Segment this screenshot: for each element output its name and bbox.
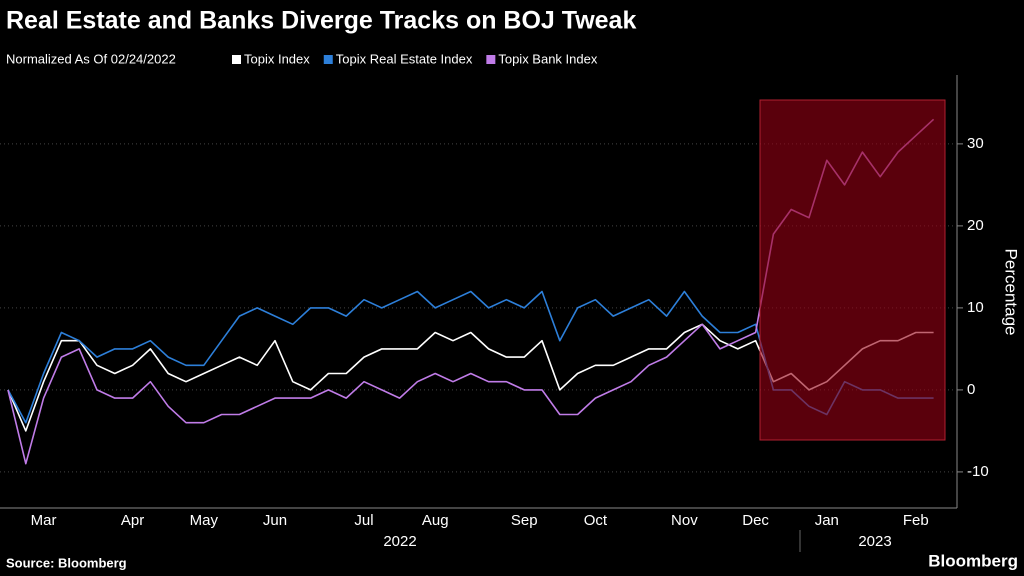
x-tick-label: Dec: [742, 512, 769, 529]
legend-label: Topix Bank Index: [498, 51, 598, 66]
grid: [0, 143, 963, 473]
source: Source: Bloomberg: [6, 555, 127, 570]
y-tick-label: 30: [967, 135, 984, 152]
y-tick-label: -10: [967, 463, 989, 480]
x-tick-label: May: [190, 512, 219, 529]
x-tick-label: Jul: [354, 512, 373, 529]
highlight-region: [759, 99, 946, 441]
year-label: 2022: [383, 533, 416, 550]
labels: -10 0 10 20 30 Mar Apr May Jun Jul Aug Sep Oct Nov Dec…: [31, 51, 989, 550]
x-tick-label: Aug: [422, 512, 449, 529]
legend-label: Topix Real Estate Index: [336, 51, 473, 66]
legend-label: Topix Index: [244, 51, 310, 66]
x-tick-label: Mar: [31, 512, 57, 529]
y-tick-label: 10: [967, 299, 984, 316]
y-tick-label: 20: [967, 217, 984, 234]
y-tick-label: 0: [967, 381, 975, 398]
legend-swatch: [323, 55, 333, 64]
x-tick-label: Nov: [671, 512, 698, 529]
x-tick-label: Oct: [584, 512, 608, 529]
chart-title: Real Estate and Banks Diverge Tracks on …: [6, 7, 636, 35]
y-axis-label: Percentage: [1002, 249, 1021, 336]
year-label: 2023: [858, 533, 891, 550]
x-tick-label: Feb: [903, 512, 929, 529]
x-tick-label: Apr: [121, 512, 144, 529]
x-tick-label: Sep: [511, 512, 538, 529]
x-tick-label: Jan: [815, 512, 839, 529]
legend-swatch: [486, 55, 496, 64]
x-tick-label: Jun: [263, 512, 287, 529]
legend-swatch: [232, 55, 241, 64]
brand: Bloomberg: [928, 551, 1018, 570]
chart-subtitle: Normalized As Of 02/24/2022: [6, 51, 176, 66]
